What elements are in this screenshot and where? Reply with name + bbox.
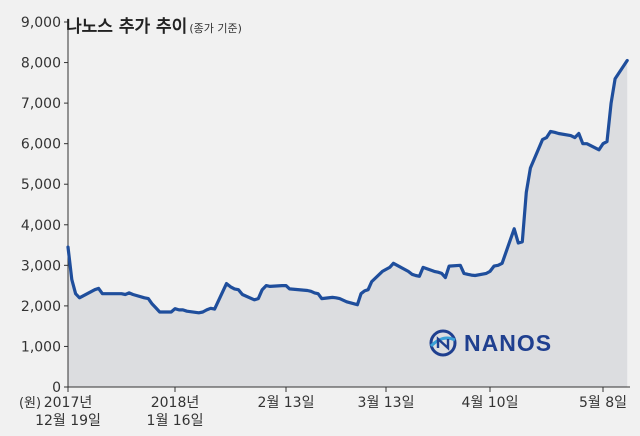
price-line-layer xyxy=(66,58,629,315)
y-tick-label: 0 xyxy=(52,380,61,396)
x-tick-label: 4월 10일 xyxy=(462,395,519,411)
x-tick-label: 2017년 xyxy=(44,395,93,411)
chart-subtitle: (종가 기준) xyxy=(189,22,242,35)
x-tick-label: 12월 19일 xyxy=(35,413,101,429)
x-tick-label: 1월 16일 xyxy=(147,413,204,429)
axes xyxy=(67,22,630,388)
chart-title-text: 나노스 추가 추이 xyxy=(66,17,188,37)
area-fill-layer xyxy=(68,60,628,387)
x-tick-label: 2월 13일 xyxy=(258,395,315,411)
area-fill xyxy=(68,60,628,387)
y-tick-label: 6,000 xyxy=(21,137,61,153)
y-tick-label: 9,000 xyxy=(21,15,61,31)
x-tick-label: 5월 8일 xyxy=(579,395,627,411)
y-tick-label: 8,000 xyxy=(21,56,61,72)
y-tick-label: 7,000 xyxy=(21,96,61,112)
y-axis-unit-label: (원) xyxy=(19,396,41,411)
nanos-logo-text: NANOS xyxy=(464,329,553,356)
y-tick-labels: 0 1,000 2,000 3,000 4,000 5,000 6,000 7,000 8,00… xyxy=(19,15,68,411)
nanos-logo-icon xyxy=(429,329,457,357)
y-tick-label: 5,000 xyxy=(21,177,61,193)
x-tick-label: 2018년 xyxy=(151,395,200,411)
y-tick-label: 1,000 xyxy=(21,339,61,355)
y-tick-label: 3,000 xyxy=(21,258,61,274)
y-tick-label: 4,000 xyxy=(21,218,61,234)
x-tick-label: 3월 13일 xyxy=(358,395,415,411)
nanos-logo: NANOS xyxy=(428,328,552,358)
chart-title: 나노스 추가 추이 (종가 기준) xyxy=(66,12,242,37)
y-tick-label: 2,000 xyxy=(21,299,61,315)
price-line xyxy=(66,58,629,315)
x-tick-labels: 2017년 12월 19일 2018년 1월 16일 2월 13일 3월 13일 4월 10… xyxy=(35,387,627,429)
